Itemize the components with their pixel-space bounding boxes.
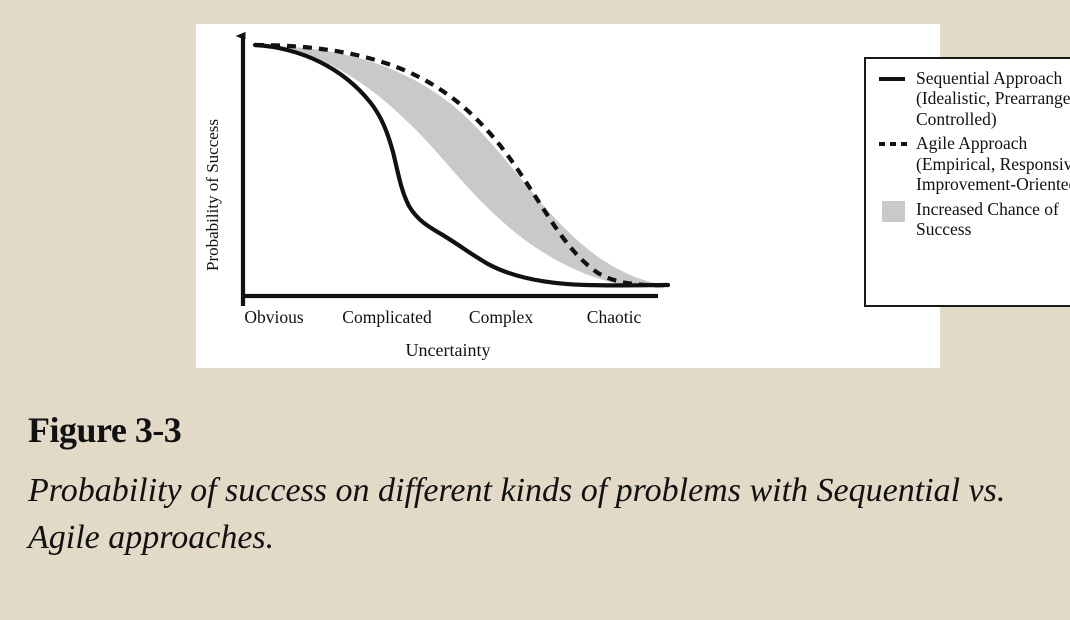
- figure-panel: Probability of Success Obvious Complicat…: [196, 24, 1070, 368]
- legend-line-1: Sequential Approach: [916, 68, 1063, 88]
- series-sequential-approach-line: [252, 42, 671, 288]
- shaded-increased-chance-region: [255, 44, 668, 286]
- legend-entry-agile: Agile Approach (Empirical, Responsive, I…: [876, 133, 1070, 194]
- legend-entry-sequential: Sequential Approach (Idealistic, Prearra…: [876, 68, 1070, 129]
- legend-line-2: (Idealistic, Prearranged,: [916, 88, 1070, 109]
- x-tick-label-complicated: Complicated: [342, 307, 432, 327]
- x-tick-label-chaotic: Chaotic: [587, 307, 642, 327]
- series-agile-approach-line: [254, 42, 669, 288]
- solid-line-icon: [876, 68, 910, 90]
- legend-line-2: Success: [916, 219, 972, 240]
- figure-number: Figure 3-3: [28, 410, 182, 450]
- x-tick-label-obvious: Obvious: [244, 307, 304, 327]
- legend-label-sequential: Sequential Approach (Idealistic, Prearra…: [916, 68, 1070, 129]
- figure-caption-text: Probability of success on different kind…: [28, 471, 1006, 556]
- x-tick-label-complex: Complex: [469, 307, 533, 327]
- figure-caption-block: Figure 3-3 Probability of success on dif…: [28, 410, 1048, 562]
- chart-plot-area: Probability of Success Obvious Complicat…: [203, 24, 671, 360]
- legend-label-agile: Agile Approach (Empirical, Responsive, I…: [916, 133, 1070, 194]
- y-axis-title: Probability of Success: [203, 119, 222, 271]
- gray-swatch-icon: [876, 199, 910, 222]
- dashed-line-icon: [876, 133, 910, 155]
- legend-entry-increased-chance: Increased Chance of Success: [876, 199, 1070, 240]
- legend-line-2: (Empirical, Responsive,: [916, 153, 1070, 174]
- legend-line-1: Agile Approach: [916, 133, 1028, 154]
- legend-label-increased-chance: Increased Chance of Success: [916, 199, 1059, 240]
- legend-line-1: Increased Chance of: [916, 198, 1059, 219]
- x-axis-title: Uncertainty: [406, 340, 491, 360]
- chart-legend: Sequential Approach (Idealistic, Prearra…: [864, 57, 1070, 307]
- legend-line-3: Improvement-Oriented): [916, 174, 1070, 195]
- legend-line-3: Controlled): [916, 108, 997, 129]
